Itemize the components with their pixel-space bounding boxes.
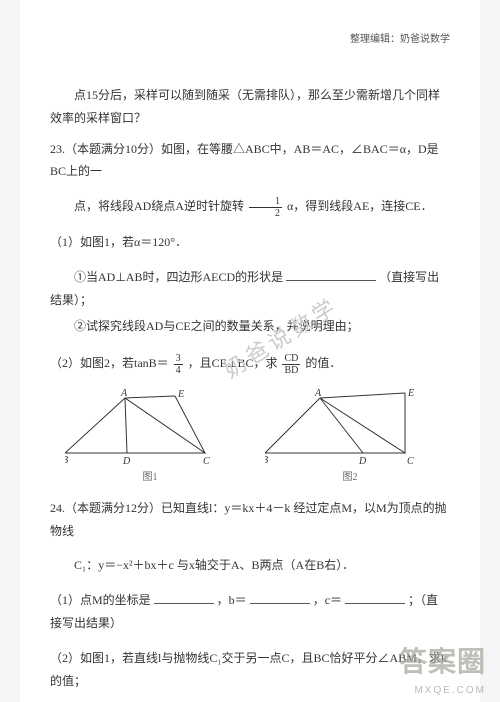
fig1-caption: 图1 bbox=[65, 468, 235, 487]
fig2-caption: 图2 bbox=[265, 468, 435, 487]
blank-fill bbox=[286, 269, 376, 281]
q23-title-line1: 23.（本题满分10分）如图，在等腰△ABC中，AB＝AC，∠BAC＝α，D是B… bbox=[50, 138, 450, 184]
exam-page: 整理编辑：奶爸说数学 点15分后，采样可以随到随采（无需排队），那么至少需新增几… bbox=[20, 0, 480, 702]
blank-fill bbox=[250, 592, 310, 604]
q23-fig1-wrap: A E B D C 图1 bbox=[65, 388, 235, 487]
label-c: C bbox=[407, 456, 414, 467]
q24-part1: （1）点M的坐标是 ，b＝ ，c＝ ；（直接写出结果） bbox=[50, 589, 450, 635]
q23-fig1: A E B D C bbox=[65, 388, 235, 468]
q23-part1a: ①当AD⊥AB时，四边形AECD的形状是 （直接写出结果）； bbox=[50, 266, 450, 312]
label-a: A bbox=[120, 388, 128, 399]
q24-part2: （2）如图1，若直线l与抛物线C₁交于另一点C，且BC恰好平分∠ABM，求k的值… bbox=[50, 647, 450, 693]
q23-part1a-text: ①当AD⊥AB时，四边形AECD的形状是 bbox=[74, 270, 283, 284]
label-c: C bbox=[203, 456, 210, 467]
blank-fill bbox=[154, 592, 214, 604]
seg-ec bbox=[175, 396, 205, 453]
cd-bd-fraction: CD BD bbox=[282, 353, 300, 376]
label-b: B bbox=[65, 455, 68, 466]
q23-title-line2: 点，将线段AD绕点A逆时针旋转 1 2 α，得到线段AE，连接CE． bbox=[50, 195, 450, 219]
q24-line2: C₁：y＝−x²＋bx＋c 与x轴交于A、B两点（A在B右）． bbox=[50, 554, 450, 577]
frac-num: 3 bbox=[174, 353, 183, 365]
triangle-abc bbox=[265, 398, 405, 453]
blank-fill bbox=[345, 592, 405, 604]
q24-p1-mid1: ，b＝ bbox=[217, 593, 247, 607]
header-credit: 整理编辑：奶爸说数学 bbox=[50, 30, 450, 49]
frac-num: 1 bbox=[249, 196, 282, 208]
frac-den: 2 bbox=[249, 208, 282, 219]
q23-part2-suffix: 的值． bbox=[305, 356, 341, 370]
seg-ad bbox=[320, 398, 363, 453]
q23-figures: A E B D C 图1 A E B bbox=[50, 388, 450, 487]
q23-part2-mid: ，且CE⊥BC，求 bbox=[188, 356, 278, 370]
q22-tail: 点15分后，采样可以随到随采（无需排队），那么至少需新增几个同样效率的采样窗口？ bbox=[50, 84, 450, 130]
frac-den: BD bbox=[282, 365, 300, 376]
seg-ae bbox=[125, 396, 175, 398]
triangle-abc bbox=[65, 398, 205, 453]
seg-ae bbox=[320, 393, 405, 398]
q23-part1b: ②试探究线段AD与CE之间的数量关系，并说明理由； bbox=[50, 315, 450, 338]
label-e: E bbox=[177, 389, 184, 400]
seg-ad bbox=[125, 398, 127, 453]
q23-part2-prefix: （2）如图2，若tanB＝ bbox=[50, 356, 169, 370]
q23-part1: （1）如图1，若α＝120°． bbox=[50, 231, 450, 254]
q23-title2-prefix: 点，将线段AD绕点A逆时针旋转 bbox=[74, 199, 244, 213]
label-d: D bbox=[122, 456, 131, 467]
label-b: B bbox=[265, 455, 268, 466]
q23-part2: （2）如图2，若tanB＝ 3 4 ，且CE⊥BC，求 CD BD 的值． bbox=[50, 352, 450, 376]
label-e: E bbox=[407, 388, 414, 399]
label-d: D bbox=[358, 456, 367, 467]
q23-title2-mid: α，得到线段AE，连接CE． bbox=[287, 199, 433, 213]
half-alpha-fraction: 1 2 bbox=[249, 196, 282, 219]
frac-den: 4 bbox=[174, 365, 183, 376]
q24-p1-prefix: （1）点M的坐标是 bbox=[50, 593, 151, 607]
q24-line1: 24.（本题满分12分）已知直线l：y＝kx＋4－k 经过定点M，以M为顶点的抛… bbox=[50, 497, 450, 543]
q23-fig2: A E B D C bbox=[265, 388, 435, 468]
label-a: A bbox=[314, 388, 322, 399]
q23-fig2-wrap: A E B D C 图2 bbox=[265, 388, 435, 487]
tanB-fraction: 3 4 bbox=[174, 353, 183, 376]
frac-num: CD bbox=[282, 353, 300, 365]
q24-p1-mid2: ，c＝ bbox=[313, 593, 342, 607]
